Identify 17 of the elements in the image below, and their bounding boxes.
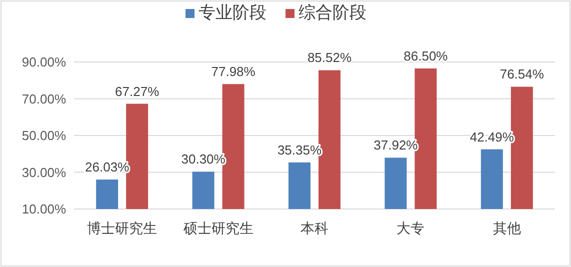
data-label: 85.52% <box>307 50 352 66</box>
data-label: 67.27% <box>115 84 160 99</box>
data-label: 76.54% <box>500 66 544 82</box>
y-tick-label: 50.00% <box>22 128 66 144</box>
legend-label: 专业阶段 <box>198 3 266 22</box>
data-label: 77.98% <box>211 64 256 80</box>
y-tick-label: 90.00% <box>22 54 66 70</box>
x-tick-label: 本科 <box>300 221 328 237</box>
y-tick-label: 70.00% <box>22 91 66 106</box>
x-tick-label: 其他 <box>492 221 521 237</box>
x-tick-label: 大专 <box>396 221 425 237</box>
y-tick-label: 30.00% <box>22 164 66 180</box>
y-tick-label: 10.00% <box>22 202 66 217</box>
legend-label: 综合阶段 <box>298 3 366 22</box>
data-label: 86.50% <box>404 48 448 64</box>
x-tick-label: 硕士研究生 <box>182 221 254 237</box>
x-tick-label: 博士研究生 <box>87 221 158 237</box>
